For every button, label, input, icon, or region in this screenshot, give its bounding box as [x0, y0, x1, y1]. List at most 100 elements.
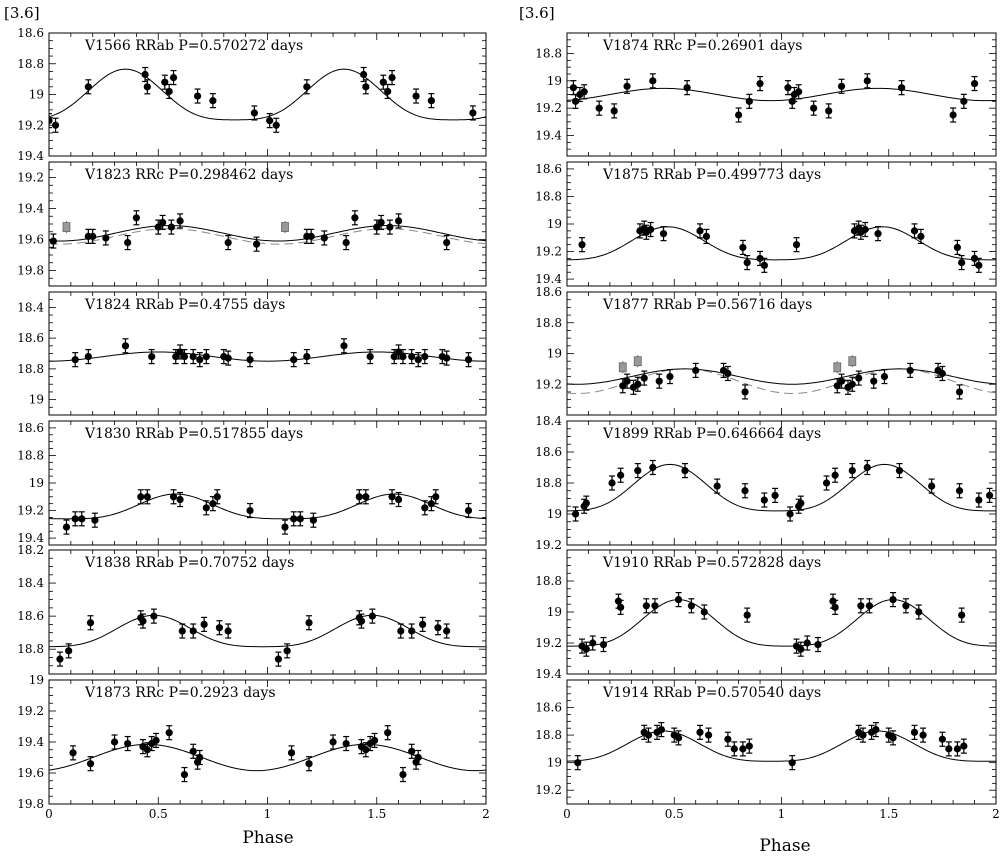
data-point: [388, 493, 396, 501]
plot-area: [49, 725, 486, 783]
data-point: [137, 493, 145, 501]
data-point: [917, 232, 925, 240]
data-point: [745, 742, 753, 750]
data-point: [102, 234, 110, 242]
data-point-grey: [833, 362, 842, 373]
data-point: [623, 377, 631, 385]
data-point: [252, 240, 261, 248]
data-point: [975, 496, 983, 504]
y-tick-label: 19: [547, 507, 562, 521]
y-tick-label: 18.6: [17, 609, 44, 623]
data-point: [743, 611, 751, 619]
data-point: [831, 603, 839, 611]
x-tick-label: 1.5: [367, 807, 386, 821]
data-point: [743, 258, 751, 267]
data-point: [696, 728, 704, 736]
data-point: [756, 254, 764, 263]
data-point: [176, 217, 184, 225]
data-point: [898, 84, 906, 92]
data-point: [414, 753, 422, 762]
y-tick-label: 19: [547, 756, 562, 770]
data-point: [370, 736, 379, 745]
data-point: [342, 739, 350, 748]
data-point: [143, 493, 151, 501]
panel-11: 19 19.2 19.4 19.6 19.80 0.5 1 1.5 2 V1873 RRc P=0…: [17, 673, 490, 821]
y-tick-label: 18.8: [535, 189, 562, 203]
data-point: [788, 759, 796, 767]
panel-5: 18.4 18.6 18.8 19 V1824 RRab P=0.4755 days: [17, 291, 487, 416]
data-point: [110, 738, 119, 746]
data-point: [578, 241, 586, 249]
data-point: [86, 619, 95, 627]
y-tick-label: 19.4: [17, 531, 44, 545]
x-tick-label: 0.5: [149, 807, 168, 821]
data-point: [296, 515, 304, 523]
y-tick-label: 19.2: [17, 118, 44, 132]
data-point: [180, 770, 189, 779]
y-tick-label: 18.6: [17, 26, 44, 40]
data-point: [910, 227, 919, 235]
y-tick-label: 19: [29, 393, 44, 407]
data-point: [902, 602, 910, 610]
data-point: [51, 121, 60, 129]
data-point: [215, 624, 224, 632]
data-point: [443, 627, 451, 635]
data-point: [874, 230, 882, 238]
data-point: [870, 377, 878, 385]
y-tick-label: 18.4: [535, 414, 562, 428]
data-point: [419, 620, 427, 629]
data-point: [649, 463, 657, 472]
data-point: [224, 239, 232, 247]
data-point: [958, 258, 966, 267]
panel-title: V1910 RRab P=0.572828 days: [602, 555, 821, 571]
data-point: [266, 117, 274, 125]
data-point: [368, 612, 376, 620]
data-point: [427, 97, 435, 105]
data-point: [760, 261, 768, 269]
data-point: [837, 377, 846, 385]
data-point: [49, 117, 53, 125]
data-point: [582, 645, 590, 653]
data-point: [224, 354, 232, 362]
y-tick-label: 19.4: [17, 735, 44, 749]
data-point: [735, 111, 743, 119]
y-tick-label: 19.2: [17, 704, 44, 718]
data-point: [692, 366, 700, 375]
data-point: [647, 225, 655, 234]
y-tick-label: 19.2: [535, 245, 562, 259]
panel-title: V1914 RRab P=0.570540 days: [602, 685, 821, 701]
data-point: [86, 760, 95, 768]
data-point: [357, 617, 366, 625]
data-point: [342, 239, 350, 247]
data-point: [377, 218, 385, 227]
data-point: [906, 366, 914, 375]
data-point: [143, 746, 151, 754]
y-tick-label: 18.4: [17, 576, 44, 590]
data-point: [176, 495, 184, 504]
plot-area: [49, 608, 486, 667]
data-point: [582, 499, 590, 507]
data-point: [360, 70, 368, 79]
data-point: [414, 356, 422, 364]
data-point: [246, 506, 254, 515]
plot-area: [567, 591, 996, 657]
data-point: [760, 496, 768, 504]
data-point: [196, 753, 204, 762]
data-point: [395, 217, 403, 225]
panel-title: V1830 RRab P=0.517855 days: [84, 426, 303, 442]
data-point: [287, 749, 296, 757]
data-point: [855, 374, 863, 382]
data-point: [745, 97, 753, 105]
panel-title: V1838 RRab P=0.70752 days: [84, 555, 294, 571]
y-tick-label: 18.8: [535, 476, 562, 490]
x-tick-label: 1: [778, 807, 786, 821]
data-point: [224, 627, 232, 635]
data-point: [399, 770, 407, 779]
x-tick-label: 0.5: [665, 807, 684, 821]
panel-title: V1824 RRab P=0.4755 days: [84, 297, 285, 313]
data-point: [895, 467, 904, 475]
fit-curve: [567, 368, 996, 385]
plot-area: [567, 355, 996, 400]
panel-9: 18.2 18.4 18.6 18.8 V1838 RRab P=0.70752 day…: [17, 543, 487, 675]
data-point: [872, 726, 880, 734]
